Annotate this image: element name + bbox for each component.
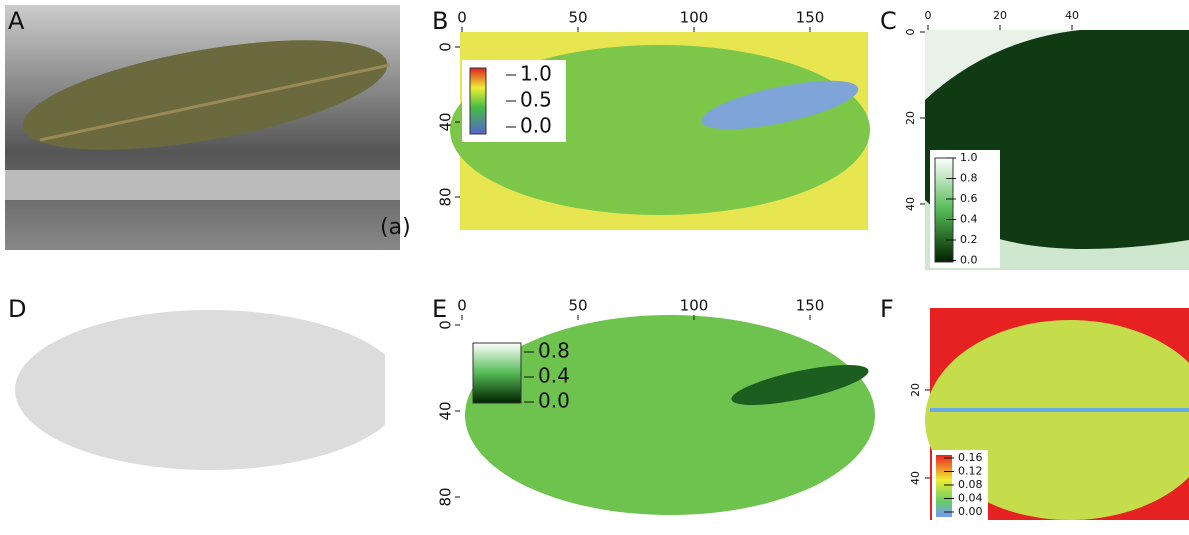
y-tick-label: 80: [437, 487, 455, 506]
colorbar-label: 0.2: [960, 233, 978, 246]
y-tick-label: 80: [437, 187, 455, 206]
panel-label: A: [8, 7, 25, 35]
x-tick-label: 150: [796, 9, 825, 27]
x-tick-label: 50: [568, 297, 587, 315]
colorbar-label: 0.04: [958, 492, 983, 505]
panel-label: C: [880, 7, 897, 35]
colorbar-label: 0.08: [958, 478, 983, 491]
colorbar-label: 1.0: [520, 62, 552, 86]
heatmap-b: [450, 32, 870, 230]
y-tick-label: 20: [909, 383, 922, 397]
colorbar-label: 0.4: [538, 364, 570, 388]
colorbar-label: 0.8: [538, 339, 570, 363]
heatmap-c: [925, 30, 1189, 270]
colorbar-label: 0.4: [960, 213, 978, 226]
colorbar-label: 0.12: [958, 465, 983, 478]
x-tick-label: 100: [680, 297, 709, 315]
colorbar-label: 0.0: [520, 114, 552, 138]
photo-a: [5, 5, 400, 250]
panel-label: B: [432, 7, 448, 35]
x-tick-label: 40: [1065, 9, 1079, 22]
x-tick-label: 0: [457, 297, 467, 315]
panel-label: F: [880, 295, 894, 323]
heatmap-e: [460, 315, 875, 520]
x-tick-label: 0: [457, 9, 467, 27]
colorbar-label: 0.5: [520, 88, 552, 112]
colorbar-label: 0.6: [960, 192, 978, 205]
y-tick-label: 0: [437, 320, 455, 330]
y-tick-label: 40: [437, 401, 455, 420]
x-tick-label: 50: [568, 9, 587, 27]
colorbar-label: 0.16: [958, 451, 983, 464]
panel-label: E: [432, 295, 447, 323]
x-tick-label: 100: [680, 9, 709, 27]
colorbar-label: 0.0: [538, 389, 570, 413]
photo-d: [15, 300, 405, 480]
x-tick-label: 0: [925, 9, 932, 22]
x-tick-label: 20: [993, 9, 1007, 22]
panel-label: D: [8, 295, 26, 323]
heatmap-f: [925, 308, 1189, 520]
y-tick-label: 40: [909, 471, 922, 485]
y-tick-label: 0: [437, 42, 455, 52]
colorbar-label: 0.00: [958, 505, 983, 518]
colorbar-label: 0.8: [960, 172, 978, 185]
y-tick-label: 40: [904, 197, 917, 211]
y-tick-label: 20: [904, 111, 917, 125]
colorbar-label: 1.0: [960, 151, 978, 164]
annotation: (a): [380, 215, 411, 240]
y-tick-label: 0: [904, 29, 917, 36]
y-tick-label: 40: [437, 112, 455, 131]
colorbar-label: 0.0: [960, 254, 978, 267]
x-tick-label: 150: [796, 297, 825, 315]
